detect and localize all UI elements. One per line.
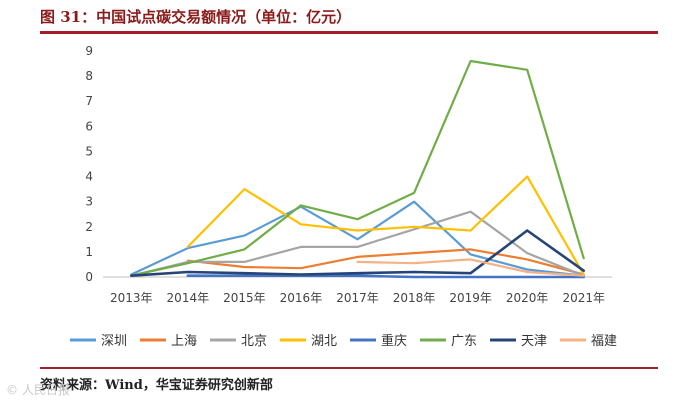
series-line-8 <box>356 258 585 277</box>
x-tick-label: 2013年 <box>110 291 153 305</box>
legend-label: 上海 <box>171 334 197 349</box>
legend-label: 深圳 <box>101 334 127 349</box>
y-tick-label: 7 <box>85 94 93 108</box>
x-tick-label: 2019年 <box>449 291 492 305</box>
y-tick-label: 8 <box>85 69 93 83</box>
series-line-5 <box>186 274 585 279</box>
legend-label: 广东 <box>451 334 477 349</box>
legend: 深圳 上海 北京 湖北 重庆 广东 天津 福建 <box>70 333 617 349</box>
x-axis-ticks: 2013年 2014年 2015年 2016年 2017年 2018年 2019年 2020年… <box>110 291 605 305</box>
y-axis-ticks: 0 1 2 3 4 5 6 7 8 9 <box>85 44 93 284</box>
y-tick-label: 2 <box>85 220 93 234</box>
series-line-6 <box>130 59 585 277</box>
series-lines <box>130 59 585 279</box>
x-tick-label: 2018年 <box>393 291 436 305</box>
y-tick-label: 6 <box>85 119 93 133</box>
figure-title: 图 31：中国试点碳交易额情况（单位：亿元） <box>40 8 352 26</box>
legend-label: 湖北 <box>311 334 337 349</box>
legend-label: 天津 <box>521 334 547 349</box>
series-line-1 <box>130 200 585 277</box>
legend-label: 北京 <box>241 334 267 349</box>
legend-label: 福建 <box>591 334 617 349</box>
x-tick-label: 2020年 <box>506 291 549 305</box>
y-tick-label: 5 <box>85 144 93 158</box>
y-tick-label: 4 <box>85 170 93 184</box>
source-rule <box>40 367 658 369</box>
series-line-3 <box>130 210 585 277</box>
source-note: 资料来源：Wind，华宝证券研究创新部 <box>40 378 273 393</box>
y-tick-label: 3 <box>85 195 93 209</box>
x-tick-label: 2016年 <box>280 291 323 305</box>
series-line-7 <box>130 229 585 277</box>
x-tick-label: 2015年 <box>223 291 266 305</box>
watermark: © 人民日报 <box>6 383 70 397</box>
x-tick-label: 2014年 <box>167 291 210 305</box>
y-tick-label: 9 <box>85 44 93 58</box>
series-line-4 <box>186 175 585 276</box>
title-rule <box>40 31 658 34</box>
y-tick-label: 0 <box>85 270 93 284</box>
legend-label: 重庆 <box>381 333 407 349</box>
y-tick-label: 1 <box>85 245 93 259</box>
x-tick-label: 2021年 <box>562 291 605 305</box>
series-line-2 <box>186 248 585 276</box>
x-tick-label: 2017年 <box>336 291 379 305</box>
